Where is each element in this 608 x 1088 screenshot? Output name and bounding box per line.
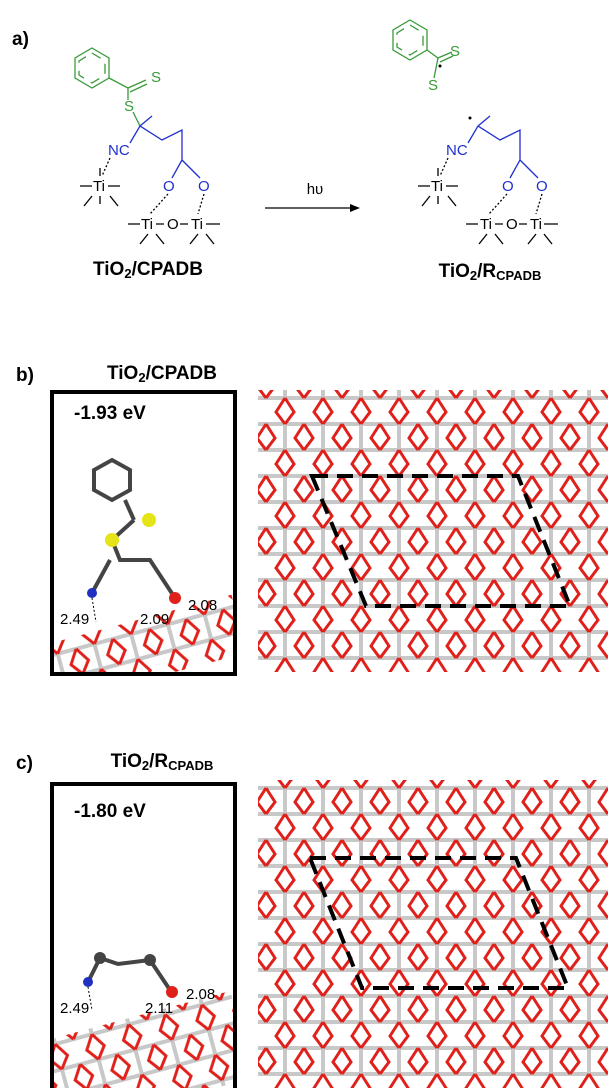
radical-dot [439, 65, 442, 68]
panel-title: TiO2/RCPADB [111, 751, 214, 773]
distance: 2.11 [145, 1000, 173, 1017]
panel-label: b) [16, 365, 34, 386]
compound-name: TiO2/CPADB [93, 259, 203, 281]
distance: 2.49 [60, 1000, 89, 1017]
atom: O [198, 178, 210, 195]
atom: NC [446, 142, 468, 159]
atom: Ti [93, 178, 105, 195]
panel-label: a) [12, 29, 29, 50]
surface-lattice [258, 780, 608, 1088]
arrow-head [350, 204, 360, 212]
atom: Ti [141, 216, 153, 233]
atom: O [536, 178, 548, 195]
atom: S [450, 43, 460, 60]
figure: a) S S NC Ti O O Ti O Ti TiO2/CPADB hυ S… [0, 0, 608, 1088]
energy: -1.80 eV [74, 801, 146, 822]
atom: O [502, 178, 514, 195]
atom: O [167, 216, 179, 233]
reactant-structure [75, 48, 220, 244]
radical-dot [469, 117, 472, 120]
energy: -1.93 eV [74, 403, 146, 424]
atom: O [163, 178, 175, 195]
molecule [87, 460, 181, 622]
distance: 2.09 [140, 611, 169, 628]
atom: O [506, 216, 518, 233]
atom: Ti [530, 216, 542, 233]
surface-lattice [258, 390, 608, 672]
atom: Ti [431, 178, 443, 195]
atom: S [151, 69, 161, 86]
panel-title: TiO2/CPADB [107, 363, 217, 385]
atom: Ti [480, 216, 492, 233]
atom: Ti [191, 216, 203, 233]
arrow-label: hυ [307, 181, 324, 198]
distance: 2.49 [60, 611, 89, 628]
atom: S [428, 77, 438, 94]
compound-name: TiO2/RCPADB [439, 261, 542, 283]
product-structure [393, 20, 558, 244]
atom: NC [108, 142, 130, 159]
distance: 2.08 [188, 597, 217, 614]
distance: 2.08 [186, 986, 215, 1003]
panel-label: c) [16, 753, 33, 774]
atom: S [124, 98, 134, 115]
